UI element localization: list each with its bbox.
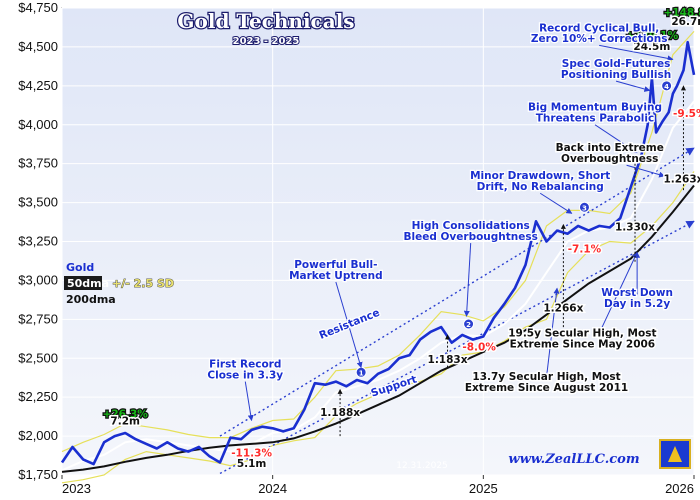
y-tick-label: $4,250 [18,78,58,93]
cycle-marker-dot [578,201,590,213]
annotation-label: Powerful Bull- [294,259,377,271]
annotation-pointer [599,44,674,62]
x-tick-label: 2025 [469,481,498,496]
cycle-marker-label: 2 [466,321,471,329]
annotation-label: +139.1% [626,30,679,42]
date-stamp: 12.31.2025 [396,461,448,471]
annotation-pointer [594,124,638,154]
annotation-label: Spec Gold-Futures [562,58,671,70]
annotation-label: 7.2m [110,415,140,427]
annotation-label: Zero 10%+ Corrections [531,33,668,45]
y-tick-label: $2,000 [18,428,58,443]
annotation-label: Bleed Overboughtness [403,231,537,243]
annotation-label: -8.0% [462,341,496,353]
cycle-marker-label: 1 [359,369,364,377]
cycle-marker-dot [463,318,475,330]
annotation-label: Record Cyclical Bull, [539,22,659,34]
y-tick-label: $2,250 [18,389,58,404]
annotation-pointer [546,287,560,377]
annotation-label: 1.266x [543,303,583,315]
annotation-pointers [244,44,686,437]
series-line-200dma [61,184,695,473]
legend-bands: +/- 2.5 SD [112,277,174,290]
legend-gold: Gold [66,261,94,274]
y-tick-label: $4,000 [18,117,58,132]
annotations: +26.3%7.2m-11.3%5.1m+148.8%26.7m+139.1%2… [101,6,700,472]
legend: Gold 50dma +/- 2.5 SD 200dma [64,261,174,306]
annotation-pointer [335,281,363,369]
annotation-pointer [615,80,651,92]
annotation-label: Extreme Since May 2006 [510,338,656,350]
annotation-label: Minor Drawdown, Short [470,170,610,182]
brand-logo [659,439,691,469]
annotation-label: -11.3% [231,447,272,459]
annotation-pointer [539,192,573,214]
annotation-label: 5.1m [237,458,267,470]
annotation-label: 24.5m [633,41,670,53]
y-tick-label: $4,500 [18,39,58,54]
annotation-label: Back into Extreme [556,142,664,154]
annotation-label: Threatens Parabolic [536,113,654,125]
annotation-label: 1.183x [428,354,468,366]
y-tick-label: $3,000 [18,272,58,287]
y-tick-label: $2,750 [18,311,58,326]
annotation-label: Day in 5.2y [604,298,670,310]
annotation-pointer [626,164,666,178]
annotation-label: -9.5% [673,108,700,120]
cycle-marker-label: 4 [664,83,669,91]
annotation-label: 19.5y Secular High, Most [508,327,656,339]
annotation-label: 1.263x [663,173,700,185]
annotation-label: Extreme Since August 2011 [465,382,628,394]
annotation-label: Drift, No Rebalancing [477,181,604,193]
y-tick-label: $1,750 [18,467,58,482]
annotation-label: Worst Down [601,287,673,299]
annotation-pointer [244,381,254,422]
annotation-label: 13.7y Secular High, Most [472,371,620,383]
annotation-label: 1.330x [615,222,655,234]
chart-subtitle: 2023 - 2025 [233,36,300,47]
legend-50dma-swatch [64,276,102,290]
annotation-label: 1.188x [320,407,360,419]
y-tick-label: $3,500 [18,195,58,210]
annotation-label: Big Momentum Buying [528,102,662,114]
cycle-markers: 1 2 3 4 [355,80,673,378]
annotation-label: +148.8% [664,7,700,19]
legend-200dma: 200dma [66,293,116,306]
annotation-label: Overboughtness [561,153,658,165]
legend-50dma: 50dma [67,277,109,290]
x-tick-label: 2026 [665,481,694,496]
brand-url: www.ZealLLC.com [508,452,639,467]
annotation-label: +26.3% [103,408,149,420]
annotation-pointer [598,251,638,334]
y-axis: $1,750 $2,000 $2,250 $2,500 $2,750 $3,000 $3,2… [18,0,58,482]
annotation-pointer [463,243,472,317]
annotation-label: Market Uptrend [289,270,383,282]
chart-title: Gold Technicals [177,9,354,33]
annotation-label: -7.1% [568,243,602,255]
cycle-marker-dot [661,80,673,92]
series-lines [60,40,696,473]
annotation-label: High Consolidations [412,220,530,232]
y-tick-label: $2,500 [18,350,58,365]
annotation-label: Positioning Bullish [561,69,671,81]
grid [61,7,695,476]
x-tick-label: 2024 [258,481,287,496]
annotation-label: 26.7m [671,16,700,28]
cycle-marker-label: 3 [582,204,587,212]
y-tick-label: $4,750 [18,0,58,15]
annotation-label: First Record [209,359,281,371]
x-axis: 2023 2024 2025 2026 [61,475,695,496]
y-tick-label: $3,750 [18,156,58,171]
y-tick-label: $3,250 [18,234,58,249]
x-tick-label: 2023 [62,481,91,496]
annotation-label: Close in 3.3y [207,369,283,381]
series-line-gold [60,40,696,466]
